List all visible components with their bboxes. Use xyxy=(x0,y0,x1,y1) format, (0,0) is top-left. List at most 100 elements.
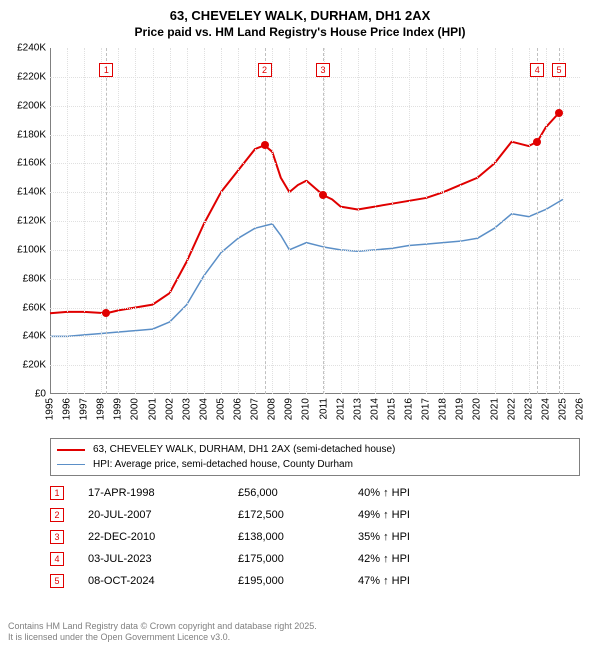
x-tick-label: 1998 xyxy=(96,398,107,420)
y-tick-label: £180K xyxy=(6,129,46,140)
legend-label: 63, CHEVELEY WALK, DURHAM, DH1 2AX (semi… xyxy=(93,444,395,455)
x-tick-label: 2026 xyxy=(575,398,586,420)
gridline-h xyxy=(50,365,580,366)
x-tick-label: 2007 xyxy=(250,398,261,420)
y-tick-label: £80K xyxy=(6,273,46,284)
y-tick-label: £0 xyxy=(6,389,46,400)
x-tick-label: 2010 xyxy=(301,398,312,420)
y-tick-label: £200K xyxy=(6,100,46,111)
y-tick-label: £240K xyxy=(6,43,46,54)
gridline-v xyxy=(477,48,478,394)
sale-point xyxy=(533,138,541,146)
gridline-v xyxy=(118,48,119,394)
sales-row-marker: 1 xyxy=(50,486,64,500)
x-tick-label: 1996 xyxy=(62,398,73,420)
gridline-v xyxy=(170,48,171,394)
x-tick-label: 2022 xyxy=(506,398,517,420)
y-tick-label: £140K xyxy=(6,187,46,198)
gridline-v xyxy=(409,48,410,394)
sales-row-marker: 5 xyxy=(50,574,64,588)
gridline-v xyxy=(426,48,427,394)
sale-marker-box: 4 xyxy=(530,63,544,77)
gridline-v xyxy=(392,48,393,394)
x-tick-label: 2017 xyxy=(421,398,432,420)
legend-swatch xyxy=(57,464,85,465)
x-tick-label: 2006 xyxy=(233,398,244,420)
x-tick-label: 1997 xyxy=(79,398,90,420)
gridline-v xyxy=(443,48,444,394)
gridline-h xyxy=(50,135,580,136)
x-tick-label: 2024 xyxy=(540,398,551,420)
x-tick-label: 2012 xyxy=(335,398,346,420)
sales-row-date: 08-OCT-2024 xyxy=(88,575,238,587)
sales-row-price: £175,000 xyxy=(238,553,358,565)
sales-row-pct: 42% ↑ HPI xyxy=(358,553,478,565)
sale-point xyxy=(555,109,563,117)
x-tick-label: 2016 xyxy=(404,398,415,420)
sale-vline xyxy=(559,48,560,394)
x-tick-label: 2009 xyxy=(284,398,295,420)
gridline-v xyxy=(238,48,239,394)
sales-row-price: £172,500 xyxy=(238,509,358,521)
x-tick-label: 2025 xyxy=(557,398,568,420)
x-tick-label: 2014 xyxy=(369,398,380,420)
gridline-h xyxy=(50,279,580,280)
gridline-v xyxy=(495,48,496,394)
sale-marker-box: 5 xyxy=(552,63,566,77)
sale-vline xyxy=(537,48,538,394)
x-tick-label: 2011 xyxy=(318,398,329,420)
y-tick-label: £120K xyxy=(6,216,46,227)
gridline-v xyxy=(221,48,222,394)
sales-table-row: 322-DEC-2010£138,00035% ↑ HPI xyxy=(50,526,580,548)
x-tick-label: 2013 xyxy=(352,398,363,420)
gridline-h xyxy=(50,336,580,337)
sale-marker-box: 1 xyxy=(99,63,113,77)
gridline-h xyxy=(50,221,580,222)
y-tick-label: £60K xyxy=(6,302,46,313)
legend-row: HPI: Average price, semi-detached house,… xyxy=(57,457,573,472)
gridline-v xyxy=(204,48,205,394)
footer-attribution: Contains HM Land Registry data © Crown c… xyxy=(8,621,317,644)
sales-row-date: 03-JUL-2023 xyxy=(88,553,238,565)
series-price_paid xyxy=(50,113,559,313)
sales-row-price: £138,000 xyxy=(238,531,358,543)
sale-vline xyxy=(265,48,266,394)
gridline-h xyxy=(50,106,580,107)
legend-swatch xyxy=(57,449,85,451)
sales-row-pct: 47% ↑ HPI xyxy=(358,575,478,587)
sales-row-price: £56,000 xyxy=(238,487,358,499)
chart-legend: 63, CHEVELEY WALK, DURHAM, DH1 2AX (semi… xyxy=(50,438,580,476)
sales-row-date: 22-DEC-2010 xyxy=(88,531,238,543)
sale-marker-box: 3 xyxy=(316,63,330,77)
x-tick-label: 2023 xyxy=(523,398,534,420)
gridline-v xyxy=(289,48,290,394)
gridline-v xyxy=(153,48,154,394)
sales-row-price: £195,000 xyxy=(238,575,358,587)
gridline-v xyxy=(341,48,342,394)
y-tick-label: £40K xyxy=(6,331,46,342)
sales-row-marker: 2 xyxy=(50,508,64,522)
footer-line1: Contains HM Land Registry data © Crown c… xyxy=(8,621,317,633)
gridline-v xyxy=(255,48,256,394)
gridline-v xyxy=(546,48,547,394)
sales-table-row: 403-JUL-2023£175,00042% ↑ HPI xyxy=(50,548,580,570)
chart-title-line2: Price paid vs. HM Land Registry's House … xyxy=(0,25,600,43)
x-tick-label: 2000 xyxy=(130,398,141,420)
y-tick-label: £220K xyxy=(6,71,46,82)
x-tick-label: 2002 xyxy=(164,398,175,420)
gridline-v xyxy=(187,48,188,394)
gridline-v xyxy=(375,48,376,394)
sales-table: 1 17-APR-1998£56,00040% ↑ HPI 2 20-JUL-2007… xyxy=(50,482,580,592)
gridline-v xyxy=(84,48,85,394)
x-tick-label: 2018 xyxy=(438,398,449,420)
sales-row-pct: 35% ↑ HPI xyxy=(358,531,478,543)
gridline-v xyxy=(358,48,359,394)
x-tick-label: 1995 xyxy=(45,398,56,420)
gridline-v xyxy=(67,48,68,394)
x-tick-label: 2004 xyxy=(198,398,209,420)
sales-row-pct: 40% ↑ HPI xyxy=(358,487,478,499)
sales-row-date: 17-APR-1998 xyxy=(88,487,238,499)
gridline-h xyxy=(50,163,580,164)
sale-point xyxy=(102,309,110,317)
sales-row-date: 20-JUL-2007 xyxy=(88,509,238,521)
